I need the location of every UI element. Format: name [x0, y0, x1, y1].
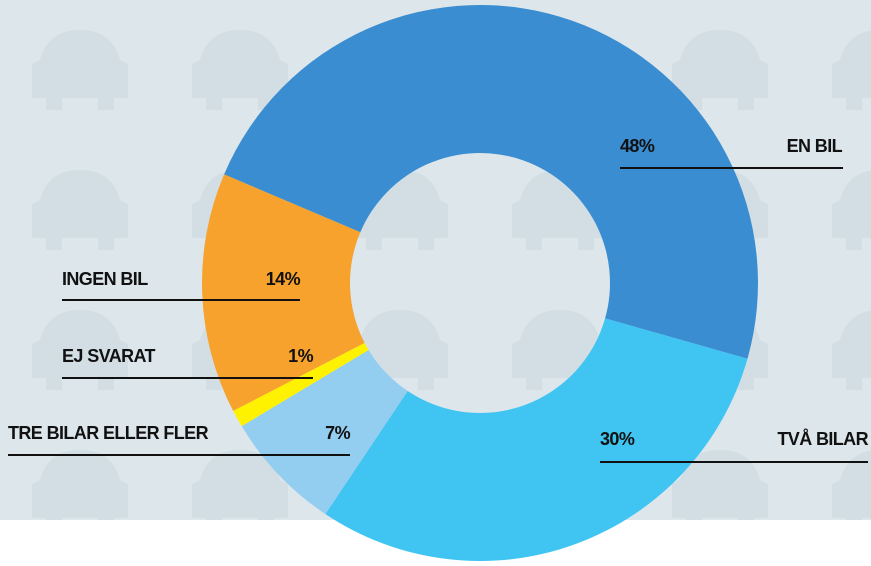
value-label: 1% — [288, 346, 313, 366]
value-label: 48% — [620, 136, 655, 156]
donut — [202, 5, 758, 561]
slice — [224, 5, 758, 359]
category-label: TVÅ BILAR — [777, 429, 868, 449]
slice — [202, 174, 365, 411]
labels: EN BIL 48% TVÅ BILAR 30% TRE BILAR ELLER FLE… — [8, 136, 869, 463]
slice — [241, 349, 408, 515]
category-label: EJ SVARAT — [62, 346, 156, 366]
category-label: INGEN BIL — [62, 269, 148, 289]
category-label: EN BIL — [787, 136, 843, 156]
slice — [233, 342, 369, 427]
slice — [325, 318, 748, 561]
value-label: 14% — [266, 269, 301, 289]
value-label: 30% — [600, 429, 635, 449]
category-label: TRE BILAR ELLER FLER — [8, 423, 209, 443]
value-label: 7% — [325, 423, 350, 443]
